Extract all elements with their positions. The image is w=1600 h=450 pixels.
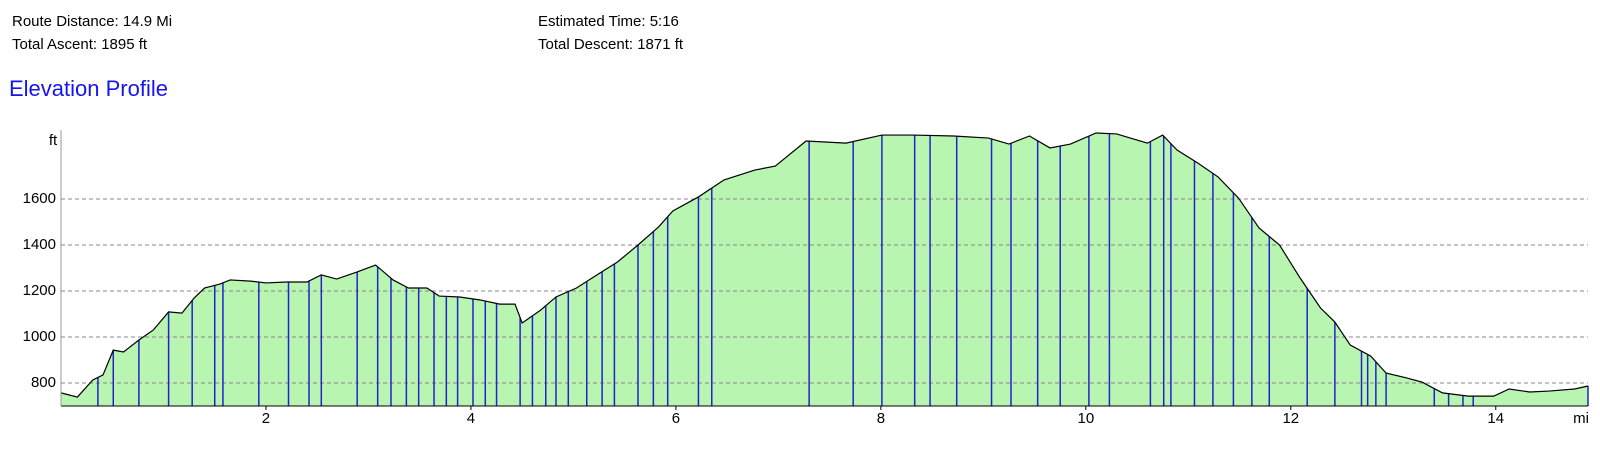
x-axis-unit: mi [1573, 410, 1589, 427]
elevation-line [60, 132, 1589, 398]
y-tick-label: 1000 [23, 328, 56, 345]
x-tick-label: 2 [262, 410, 270, 427]
y-tick-label: 1600 [23, 190, 56, 207]
area-fill [61, 132, 1588, 407]
x-tick-label: 8 [877, 410, 885, 427]
y-tick-label: 1400 [23, 236, 56, 253]
y-tick-label: 800 [31, 374, 56, 391]
total-descent: Total Descent: 1871 ft [538, 36, 684, 53]
total-ascent: Total Ascent: 1895 ft [12, 36, 148, 53]
x-tick-label: 12 [1282, 410, 1299, 427]
x-tick-label: 4 [467, 410, 475, 427]
estimated-time: Estimated Time: 5:16 [538, 13, 679, 30]
y-tick-label: 1200 [23, 282, 56, 299]
chart-title: Elevation Profile [9, 76, 168, 101]
y-axis-unit: ft [49, 132, 58, 149]
route-distance: Route Distance: 14.9 Mi [12, 13, 172, 30]
x-tick-label: 6 [672, 410, 680, 427]
x-tick-label: 10 [1077, 410, 1094, 427]
x-tick-label: 14 [1487, 410, 1504, 427]
